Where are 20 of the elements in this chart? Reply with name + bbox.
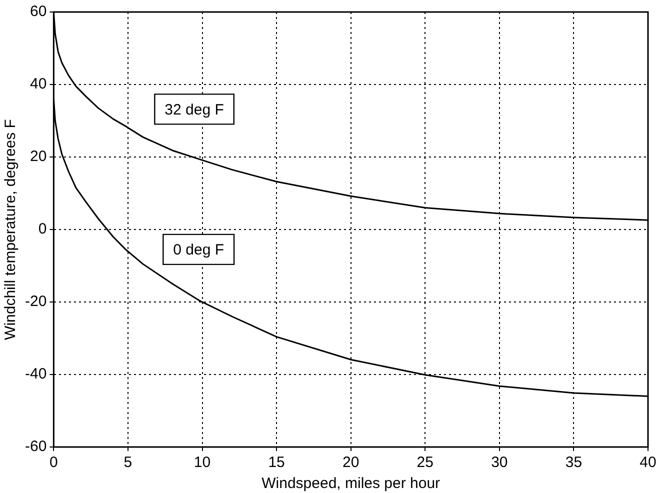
y-axis-title: Windchill temperature, degrees F	[2, 119, 20, 340]
x-tick-label: 40	[640, 454, 656, 472]
y-tick-label: -60	[24, 438, 47, 456]
x-tick-label: 35	[565, 454, 582, 472]
x-tick-label: 10	[194, 454, 211, 472]
y-tick-label: -20	[24, 293, 47, 310]
x-tick-label: 25	[416, 454, 434, 472]
x-tick-label: 0	[50, 454, 58, 472]
y-tick-label: -40	[24, 366, 47, 383]
y-tick-label: 60	[30, 3, 47, 20]
y-tick-label: 0	[38, 220, 47, 238]
series-label: 32 deg F	[164, 101, 224, 118]
x-axis-title: Windspeed, miles per hour	[262, 475, 440, 492]
y-tick-label: 20	[30, 148, 47, 166]
series-label: 0 deg F	[173, 242, 224, 259]
x-tick-label: 5	[124, 454, 132, 472]
y-tick-label: 40	[30, 76, 47, 93]
x-tick-label: 30	[491, 454, 508, 472]
x-tick-label: 20	[342, 454, 360, 472]
x-tick-label: 15	[268, 454, 285, 472]
